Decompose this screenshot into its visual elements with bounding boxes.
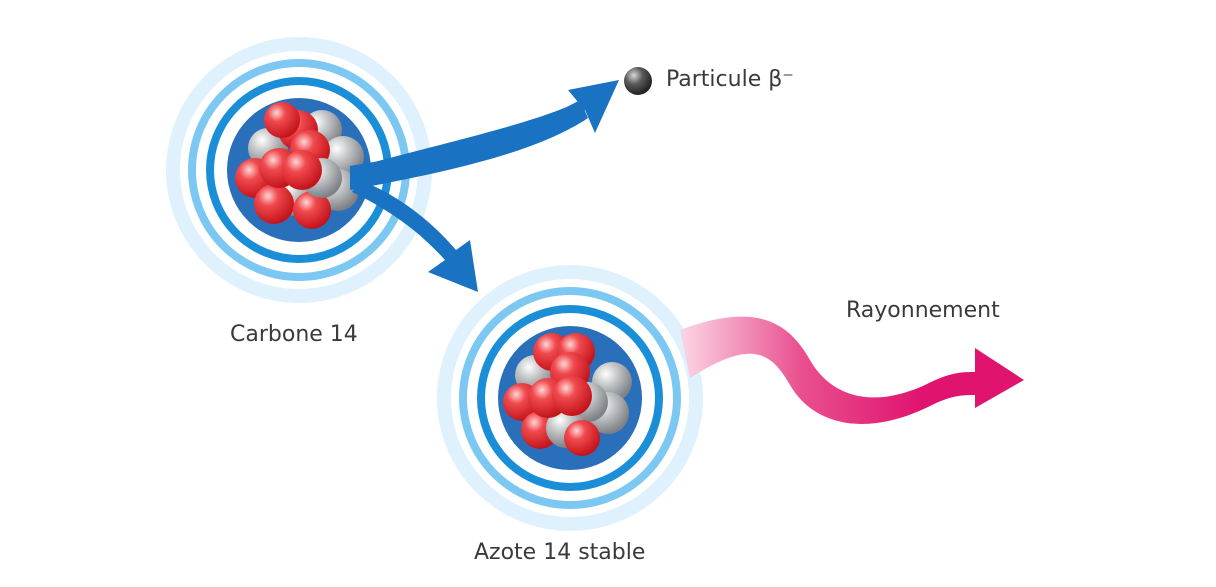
arrow-to-nitrogen: [352, 180, 478, 292]
proton: [552, 376, 592, 416]
nitrogen-ring-light: [459, 287, 681, 509]
nitrogen-ring-faint: [437, 265, 703, 531]
nitrogen-ring-dark: [477, 305, 663, 491]
nitrogen-nucleus: [503, 333, 632, 456]
nitrogen-14-label: Azote 14 stable: [474, 540, 646, 565]
nitrogen-14-atom: [437, 265, 703, 531]
radiation-label: Rayonnement: [846, 298, 1000, 323]
proton: [282, 150, 322, 190]
proton: [264, 102, 300, 138]
carbon-14-label: Carbone 14: [230, 322, 358, 347]
beta-particle-label: Particule β⁻: [666, 67, 794, 92]
proton: [293, 191, 331, 229]
proton: [254, 184, 294, 224]
arrow-to-particle-body: [350, 100, 588, 190]
proton: [564, 420, 600, 456]
radiation-wave: [680, 316, 1024, 424]
arrow-to-particle: [352, 80, 619, 176]
beta-particle-icon: [624, 67, 652, 95]
